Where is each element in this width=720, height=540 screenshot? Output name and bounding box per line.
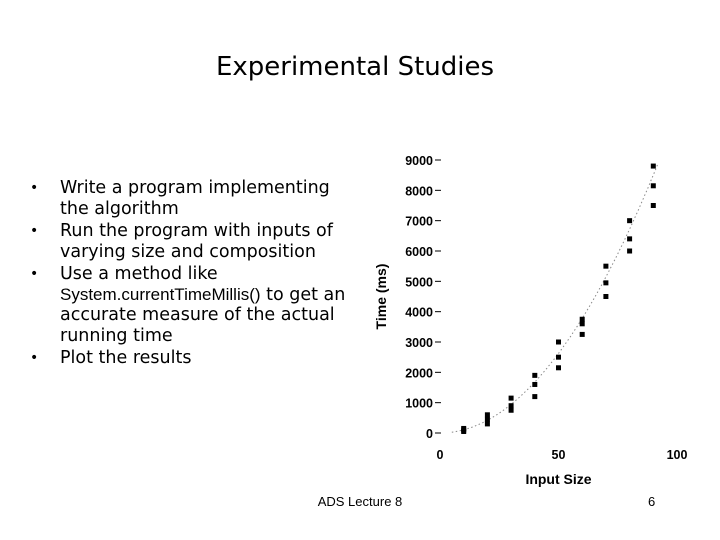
- y-tick-label: 4000: [405, 306, 433, 320]
- data-point: [579, 321, 585, 327]
- data-point: [532, 394, 538, 400]
- scatter-chart: 0 1000 2000 3000 4000 5000 6000 7000 8000 9000 0 5…: [373, 154, 688, 487]
- data-point: [579, 331, 585, 337]
- data-point: [627, 236, 633, 242]
- bullet-text: Run the program with inputs of varying s…: [60, 221, 333, 262]
- data-point: [627, 218, 633, 224]
- data-point: [603, 263, 609, 269]
- bullet-text-suffix: to get an accurate measure of the actual…: [60, 284, 346, 346]
- data-point: [461, 425, 467, 431]
- page-number: 6: [648, 494, 656, 509]
- bullet-code: System.currentTimeMillis(): [60, 284, 261, 304]
- data-point: [484, 412, 490, 418]
- data-point: [627, 248, 633, 254]
- data-points: [461, 163, 656, 434]
- data-point: [484, 421, 490, 427]
- y-axis: 0 1000 2000 3000 4000 5000 6000 7000 8000 9000: [405, 154, 441, 441]
- data-point: [556, 339, 561, 345]
- bullet-text: Write a program implementing the algorit…: [60, 178, 330, 219]
- y-tick-label: 1000: [405, 397, 433, 411]
- y-tick-label: 7000: [405, 215, 433, 229]
- y-tick-label: 0: [426, 427, 433, 441]
- y-tick-label: 9000: [405, 154, 433, 168]
- x-axis-title: Input Size: [525, 471, 591, 487]
- x-tick-label: 0: [437, 448, 444, 462]
- data-point: [556, 354, 561, 360]
- bullet-item: Plot the results: [28, 348, 358, 369]
- data-point: [508, 403, 514, 409]
- data-point: [603, 294, 609, 299]
- y-axis-title: Time (ms): [373, 264, 389, 330]
- y-tick-label: 5000: [405, 275, 433, 289]
- y-tick-label: 8000: [405, 184, 433, 198]
- bullet-text-prefix: Use a method like: [60, 264, 218, 284]
- bullet-item: Run the program with inputs of varying s…: [28, 221, 358, 262]
- data-point: [508, 395, 514, 401]
- data-point: [556, 365, 561, 371]
- data-point: [650, 203, 656, 208]
- data-point: [650, 163, 656, 169]
- data-point: [579, 316, 585, 322]
- slide-title: Experimental Studies: [215, 52, 495, 82]
- bullet-list: Write a program implementing the algorit…: [28, 178, 358, 371]
- data-point: [650, 183, 656, 189]
- x-tick-label: 100: [667, 448, 688, 462]
- bullet-text: Plot the results: [60, 348, 192, 368]
- data-point: [532, 372, 538, 378]
- bullet-item: Write a program implementing the algorit…: [28, 178, 358, 219]
- footer-lecture: ADS Lecture 8: [317, 494, 403, 509]
- data-point: [603, 280, 609, 286]
- x-tick-label: 50: [552, 448, 566, 462]
- data-point: [484, 416, 490, 422]
- y-tick-label: 3000: [405, 336, 433, 350]
- y-tick-label: 6000: [405, 245, 433, 259]
- y-tick-label: 2000: [405, 366, 433, 380]
- data-point: [532, 381, 538, 387]
- bullet-item: Use a method like System.currentTimeMill…: [28, 264, 358, 346]
- trend-line: [451, 163, 659, 433]
- x-axis: 0 50 100: [437, 448, 688, 462]
- data-point: [508, 407, 514, 413]
